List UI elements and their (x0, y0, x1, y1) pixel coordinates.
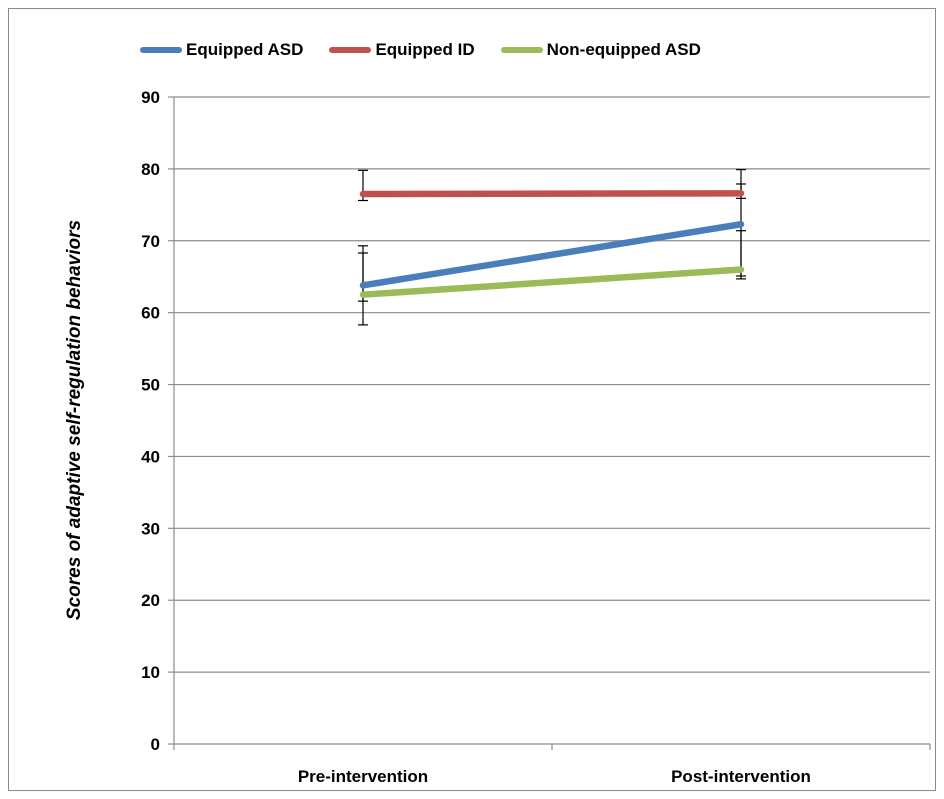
series-line-equipped-asd (359, 220, 745, 289)
series-lines (359, 190, 745, 298)
y-tick-label-90: 90 (141, 88, 160, 107)
y-tick-label-40: 40 (141, 447, 160, 466)
y-tick-labels: 0 10 20 30 40 50 60 70 80 90 (141, 88, 160, 754)
y-tick-label-80: 80 (141, 160, 160, 179)
y-tick-label-30: 30 (141, 519, 160, 538)
legend-item-equipped-asd: Equipped ASD (140, 40, 303, 60)
legend-item-equipped-id: Equipped ID (329, 40, 475, 60)
y-tick-label-70: 70 (141, 232, 160, 251)
x-category-labels: Pre-intervention Post-intervention (298, 767, 811, 786)
y-tick-label-20: 20 (141, 591, 160, 610)
y-tick-label-60: 60 (141, 304, 160, 323)
legend: Equipped ASD Equipped ID Non-equipped AS… (140, 36, 840, 64)
legend-label-equipped-id: Equipped ID (375, 40, 475, 59)
y-axis-label: Scores of adaptive self-regulation behav… (64, 220, 85, 620)
legend-item-non-equipped-asd: Non-equipped ASD (500, 40, 701, 60)
legend-label-equipped-asd: Equipped ASD (186, 40, 304, 59)
legend-swatch-equipped-asd (140, 47, 182, 53)
legend-swatch-non-equipped-asd (500, 47, 543, 53)
legend-label-non-equipped-asd: Non-equipped ASD (546, 40, 701, 59)
legend-swatch-equipped-id (329, 47, 372, 53)
gridlines (174, 96, 930, 673)
y-tick-label-50: 50 (141, 376, 160, 395)
x-category-label-post-intervention: Post-intervention (671, 767, 811, 786)
x-category-label-pre-intervention: Pre-intervention (298, 767, 428, 786)
y-tick-label-10: 10 (141, 663, 160, 682)
chart-frame (8, 8, 936, 791)
series-line-equipped-id (359, 190, 745, 198)
y-tick-label-0: 0 (151, 735, 160, 754)
series-line-non-equipped-asd (359, 266, 745, 298)
axes (168, 96, 931, 750)
